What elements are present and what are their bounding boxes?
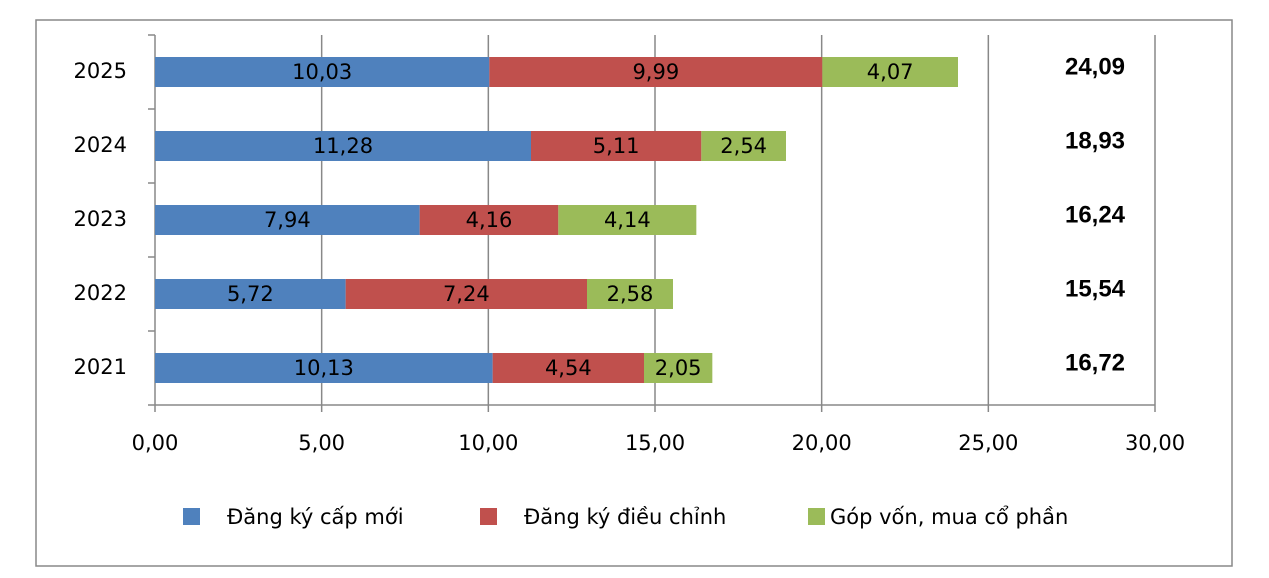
y-tick-label: 2022 [74, 281, 127, 305]
x-tick-label: 10,00 [458, 431, 518, 455]
bar-segment [701, 131, 786, 161]
y-tick-label: 2025 [74, 59, 127, 83]
bar-segment [419, 205, 559, 235]
x-tick-label: 5,00 [298, 431, 345, 455]
data-label: 2,58 [607, 282, 654, 306]
bar-segment [155, 131, 531, 161]
bar-segment [155, 353, 493, 383]
data-label: 5,11 [593, 134, 640, 158]
x-tick-label: 25,00 [958, 431, 1018, 455]
bar-segment [531, 131, 702, 161]
data-label: 7,94 [264, 208, 311, 232]
total-label: 16,72 [1065, 349, 1125, 376]
data-label: 10,03 [292, 60, 352, 84]
bar-segment [492, 353, 644, 383]
data-label: 11,28 [313, 134, 373, 158]
legend-swatch [183, 508, 200, 525]
bar-segment [822, 57, 958, 87]
legend-swatch [480, 508, 497, 525]
data-label: 7,24 [443, 282, 490, 306]
data-label: 2,54 [720, 134, 767, 158]
x-tick-label: 0,00 [132, 431, 179, 455]
data-label: 4,54 [545, 356, 592, 380]
bar-segment [155, 57, 490, 87]
data-label: 5,72 [227, 282, 274, 306]
data-label: 4,07 [867, 60, 914, 84]
total-label: 24,09 [1065, 53, 1125, 80]
legend-swatch [808, 508, 825, 525]
bar-segment [345, 279, 587, 309]
legend-label: Góp vốn, mua cổ phần [830, 505, 1068, 529]
y-tick-label: 2024 [74, 133, 127, 157]
y-tick-label: 2023 [74, 207, 127, 231]
data-label: 10,13 [294, 356, 354, 380]
legend-label: Đăng ký cấp mới [227, 505, 404, 529]
bar-segment [155, 279, 346, 309]
total-label: 18,93 [1065, 127, 1125, 154]
x-tick-label: 15,00 [625, 431, 685, 455]
legend-label: Đăng ký điều chỉnh [524, 505, 726, 529]
total-label: 16,24 [1065, 201, 1126, 228]
bar-segment [558, 205, 697, 235]
x-tick-label: 30,00 [1125, 431, 1185, 455]
bar-segment [489, 57, 823, 87]
y-tick-label: 2021 [74, 355, 127, 379]
x-tick-label: 20,00 [792, 431, 852, 455]
bar-segment [587, 279, 673, 309]
total-label: 15,54 [1065, 275, 1126, 302]
data-label: 4,14 [604, 208, 651, 232]
data-label: 9,99 [632, 60, 679, 84]
data-label: 4,16 [466, 208, 513, 232]
data-label: 2,05 [655, 356, 702, 380]
bar-segment [155, 205, 420, 235]
bar-segment [644, 353, 713, 383]
